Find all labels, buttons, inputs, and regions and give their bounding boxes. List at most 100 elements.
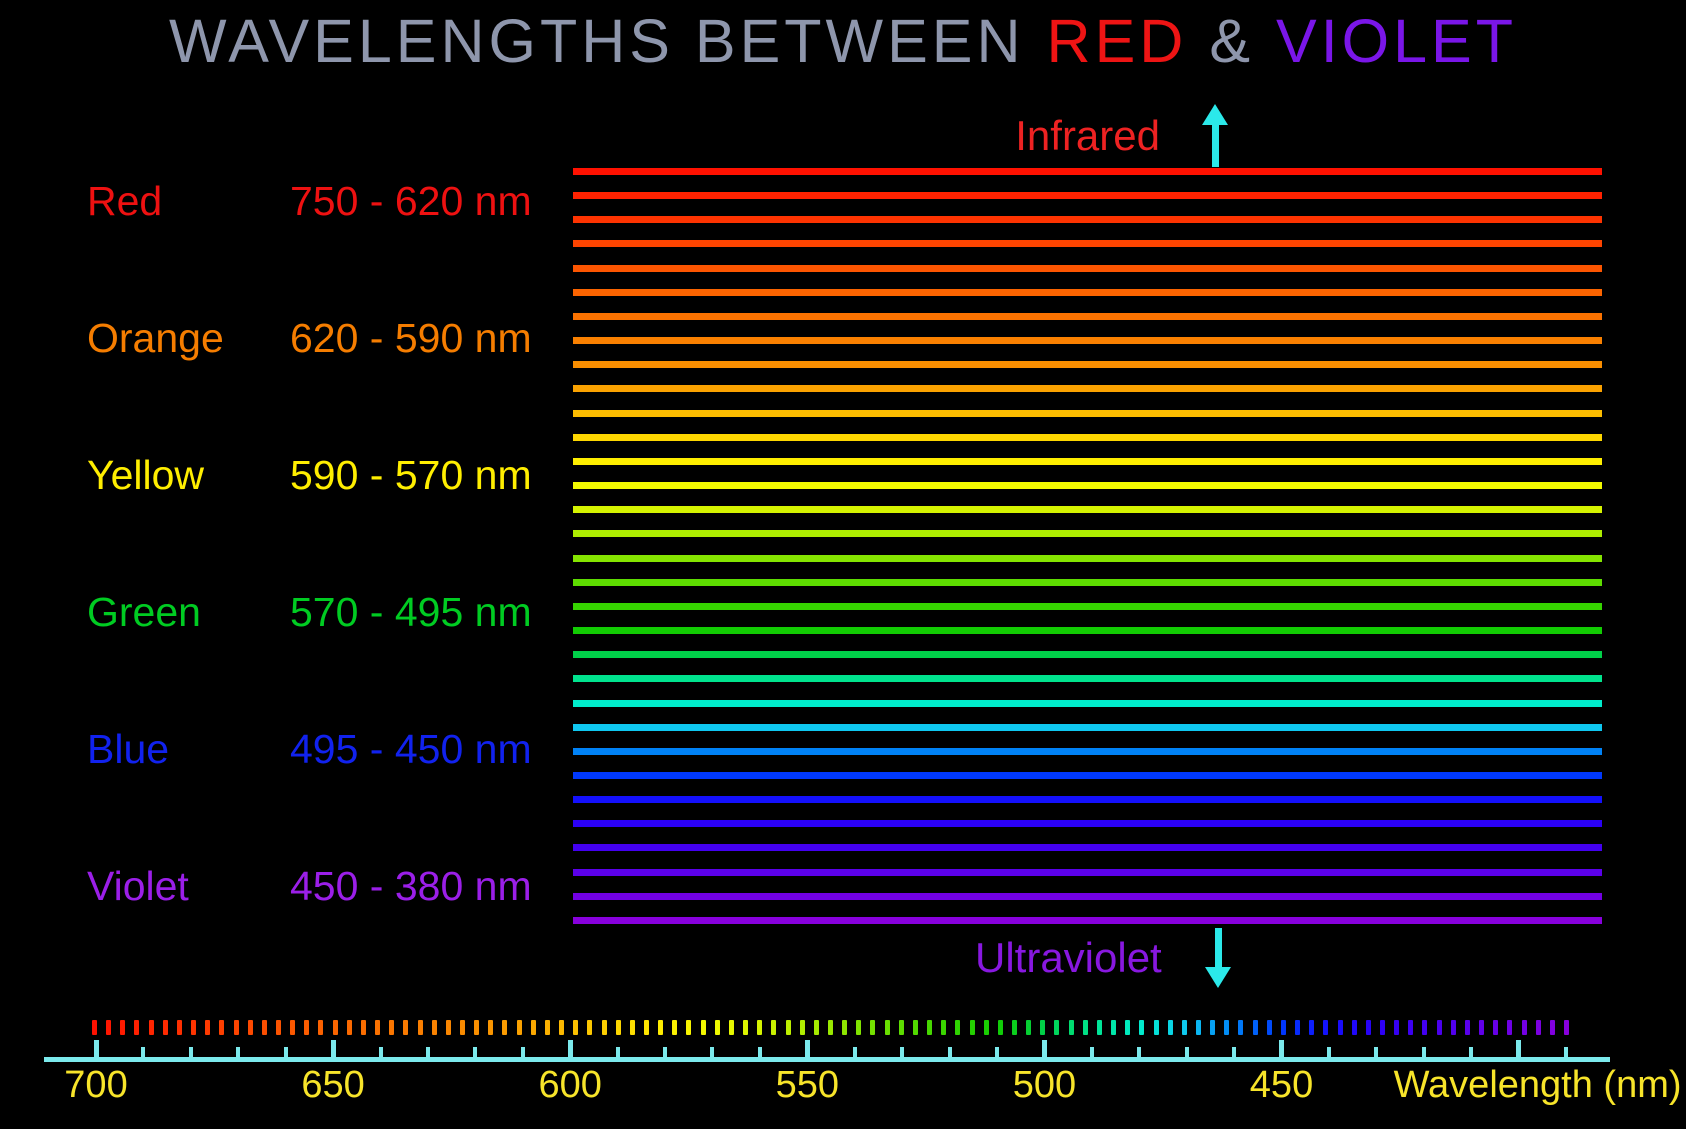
spectrum-mini-tick bbox=[700, 1020, 706, 1035]
spectrum-stripe-band bbox=[573, 168, 1602, 926]
spectrum-mini-tick bbox=[1365, 1020, 1371, 1035]
spectrum-mini-tick bbox=[530, 1020, 536, 1035]
spectrum-stripe bbox=[573, 772, 1602, 779]
spectrum-mini-tick bbox=[148, 1020, 154, 1035]
axis-minor-tick bbox=[473, 1047, 478, 1058]
spectrum-stripe bbox=[573, 675, 1602, 682]
title-ampersand: & bbox=[1209, 7, 1255, 75]
axis-tick-label: 700 bbox=[64, 1064, 128, 1106]
spectrum-mini-tick bbox=[375, 1020, 381, 1035]
spectrum-mini-tick bbox=[1026, 1020, 1032, 1035]
legend-row: Yellow 590 - 570 nm bbox=[0, 448, 560, 502]
spectrum-mini-tick bbox=[1224, 1020, 1230, 1035]
axis-major-tick bbox=[804, 1040, 810, 1058]
spectrum-stripe bbox=[573, 651, 1602, 658]
title-main-text: WAVELENGTHS BETWEEN bbox=[169, 7, 1025, 75]
axis-minor-tick bbox=[757, 1047, 762, 1058]
spectrum-stripe bbox=[573, 627, 1602, 634]
spectrum-mini-tick bbox=[1054, 1020, 1060, 1035]
spectrum-stripe bbox=[573, 289, 1602, 296]
spectrum-mini-tick bbox=[1082, 1020, 1088, 1035]
spectrum-mini-tick bbox=[1096, 1020, 1102, 1035]
spectrum-mini-tick bbox=[162, 1020, 168, 1035]
legend-row: Red 750 - 620 nm bbox=[0, 174, 560, 228]
spectrum-mini-tick bbox=[856, 1020, 862, 1035]
spectrum-stripe bbox=[573, 844, 1602, 851]
axis-tick-label: 500 bbox=[1012, 1064, 1077, 1106]
spectrum-mini-tick bbox=[176, 1020, 182, 1035]
color-name-label: Red bbox=[87, 178, 163, 224]
axis-minor-tick bbox=[1326, 1047, 1331, 1058]
spectrum-mini-tick bbox=[332, 1020, 338, 1035]
ultraviolet-arrow-icon bbox=[1205, 928, 1231, 988]
spectrum-mini-tick bbox=[757, 1020, 763, 1035]
spectrum-mini-tick bbox=[1394, 1020, 1400, 1035]
spectrum-mini-tick bbox=[1040, 1020, 1046, 1035]
infrared-label: Infrared bbox=[1015, 112, 1160, 159]
spectrum-mini-tick bbox=[573, 1020, 579, 1035]
axis-minor-tick bbox=[615, 1047, 620, 1058]
spectrum-mini-tick bbox=[1493, 1020, 1499, 1035]
spectrum-mini-tick bbox=[898, 1020, 904, 1035]
spectrum-stripe bbox=[573, 869, 1602, 876]
spectrum-mini-tick bbox=[304, 1020, 310, 1035]
spectrum-mini-tick bbox=[1380, 1020, 1385, 1035]
axis-minor-tick bbox=[378, 1047, 383, 1058]
spectrum-mini-tick bbox=[813, 1020, 819, 1035]
spectrum-stripe bbox=[573, 216, 1602, 223]
spectrum-mini-tick bbox=[1012, 1020, 1017, 1035]
color-name-label: Yellow bbox=[87, 452, 205, 498]
spectrum-mini-tick bbox=[1139, 1020, 1145, 1035]
spectrum-mini-tick bbox=[360, 1020, 366, 1035]
spectrum-mini-tick bbox=[629, 1020, 635, 1035]
axis-minor-tick bbox=[947, 1047, 952, 1058]
axis-minor-tick bbox=[425, 1047, 430, 1058]
spectrum-mini-tick bbox=[1323, 1020, 1329, 1035]
spectrum-mini-tick bbox=[1266, 1020, 1272, 1035]
spectrum-mini-tick bbox=[941, 1020, 947, 1035]
spectrum-mini-tick bbox=[672, 1020, 678, 1035]
spectrum-mini-tick bbox=[1153, 1020, 1159, 1035]
spectrum-stripe bbox=[573, 893, 1602, 900]
spectrum-mini-tick bbox=[1422, 1020, 1428, 1035]
spectrum-mini-tick bbox=[346, 1020, 352, 1035]
spectrum-mini-tick bbox=[460, 1020, 465, 1035]
axis-minor-tick bbox=[852, 1047, 857, 1058]
axis-minor-tick bbox=[283, 1047, 288, 1058]
spectrum-mini-tick bbox=[1238, 1020, 1244, 1035]
spectrum-mini-tick bbox=[1337, 1020, 1343, 1035]
spectrum-mini-tick bbox=[205, 1020, 211, 1035]
spectrum-mini-tick bbox=[403, 1020, 409, 1035]
axis-tick-label: 600 bbox=[538, 1064, 602, 1106]
spectrum-mini-tick bbox=[785, 1020, 791, 1035]
spectrum-mini-tick bbox=[969, 1020, 975, 1035]
spectrum-mini-tick bbox=[1479, 1020, 1485, 1035]
wavelength-range-label: 495 - 450 nm bbox=[290, 726, 532, 772]
spectrum-mini-tick bbox=[1210, 1020, 1216, 1035]
spectrum-mini-tick bbox=[743, 1020, 749, 1035]
spectrum-mini-tick bbox=[644, 1020, 649, 1035]
spectrum-mini-tick bbox=[1111, 1020, 1117, 1035]
spectrum-mini-tick bbox=[488, 1020, 494, 1035]
spectrum-mini-tick bbox=[290, 1020, 296, 1035]
spectrum-mini-tick bbox=[1351, 1020, 1357, 1035]
spectrum-mini-tick bbox=[1535, 1020, 1541, 1035]
page-title: WAVELENGTHS BETWEEN RED & VIOLET bbox=[0, 8, 1686, 74]
spectrum-mini-tick bbox=[1196, 1020, 1201, 1035]
title-violet-text: VIOLET bbox=[1276, 7, 1517, 75]
axis-major-tick bbox=[330, 1040, 336, 1058]
spectrum-mini-tick bbox=[191, 1020, 197, 1035]
spectrum-stripe bbox=[573, 603, 1602, 610]
spectrum-mini-tick bbox=[1181, 1020, 1187, 1035]
spectrum-mini-tick bbox=[771, 1020, 777, 1035]
spectrum-mini-tick bbox=[927, 1020, 933, 1035]
axis-minor-tick bbox=[1232, 1047, 1237, 1058]
legend-row: Orange 620 - 590 nm bbox=[0, 311, 560, 365]
axis-minor-tick bbox=[236, 1047, 241, 1058]
spectrum-stripe bbox=[573, 724, 1602, 731]
axis-minor-tick bbox=[1374, 1047, 1379, 1058]
axis-minor-tick bbox=[1184, 1047, 1189, 1058]
spectrum-mini-tick bbox=[445, 1020, 451, 1035]
spectrum-mini-tick bbox=[502, 1020, 508, 1035]
